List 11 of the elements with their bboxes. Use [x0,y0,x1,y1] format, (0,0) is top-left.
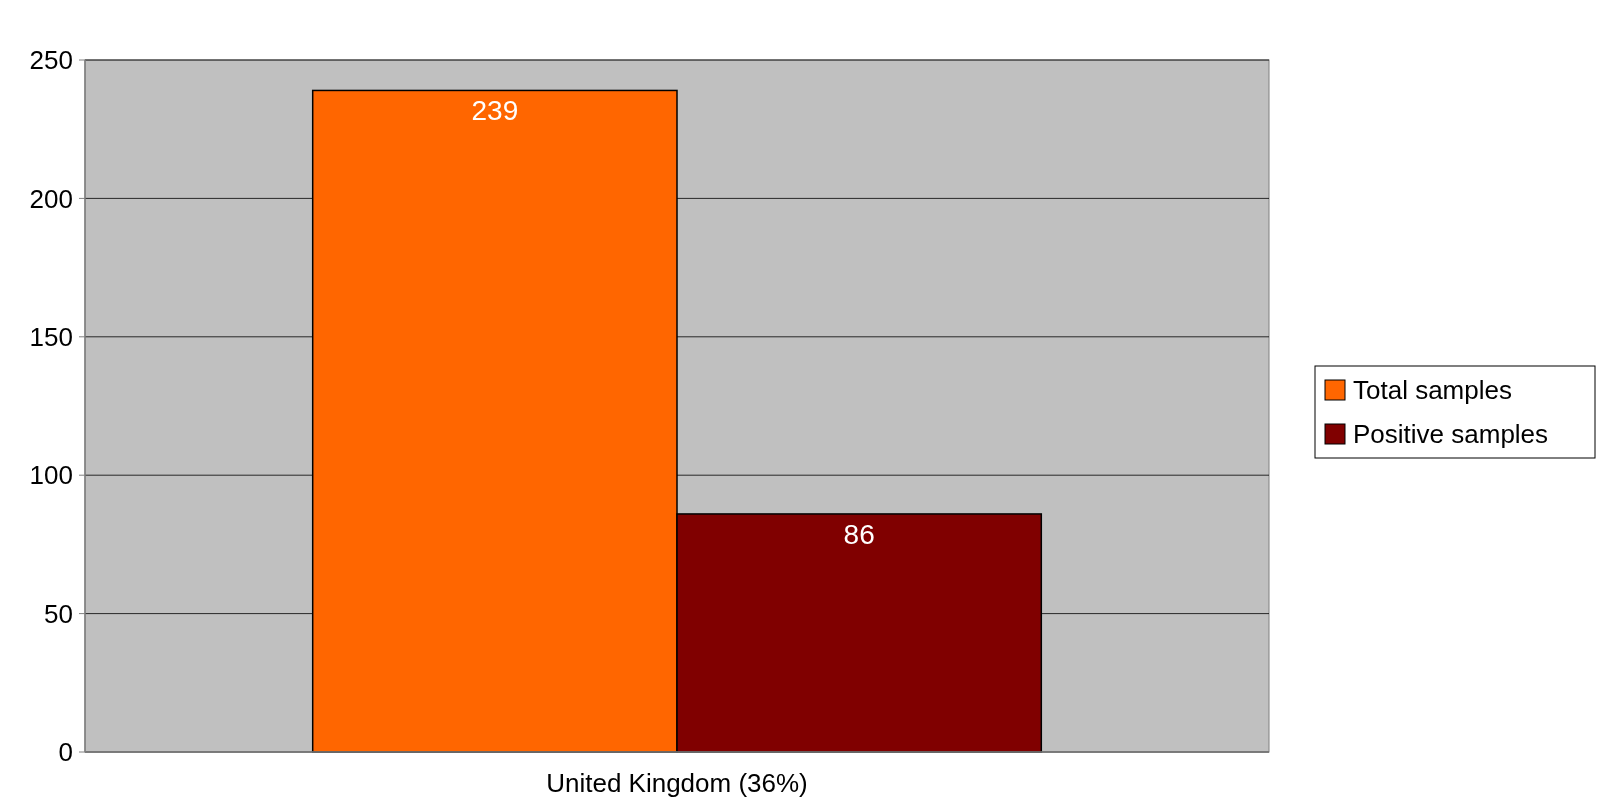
x-tick-label: United Kingdom (36%) [546,768,808,798]
y-tick-label: 200 [29,183,73,214]
y-tick-label: 150 [29,321,73,352]
legend-label: Positive samples [1353,419,1549,450]
y-tick-label: 0 [58,737,73,768]
y-tick-label: 100 [29,460,73,491]
y-tick-label: 250 [29,45,73,76]
data-label: 86 [843,518,875,550]
data-label: 239 [471,95,519,127]
y-tick-label: 50 [44,598,73,629]
legend-label: Total samples [1353,375,1512,406]
